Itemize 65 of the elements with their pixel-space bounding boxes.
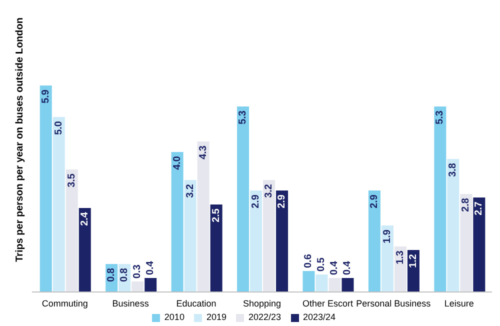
data-label: 0.5 [316,257,328,272]
data-label: 2.5 [210,208,222,222]
bar [434,106,446,292]
data-label: 0.6 [303,254,314,268]
data-label: 0.8 [106,268,118,282]
data-label: 2.7 [474,201,485,216]
legend-label: 2019 [206,312,226,322]
data-label: 2.8 [460,198,472,212]
bar [302,271,315,292]
bar [197,142,210,292]
bar [328,278,341,292]
data-label: 2.4 [79,212,90,226]
data-label: 1.3 [394,250,406,264]
bar [210,204,222,292]
bar [250,190,262,292]
bar [66,170,78,292]
data-label: 5.0 [53,120,64,135]
bar [316,274,328,292]
bar [40,86,52,292]
data-label: 5.9 [40,89,52,104]
data-label: 5.3 [434,110,446,124]
data-label: 2.9 [250,194,262,208]
data-label: 2.9 [368,194,380,208]
bar [78,208,91,292]
data-label: 3.2 [264,184,275,198]
data-label: 4.3 [198,145,209,160]
data-label: 3.8 [448,162,459,177]
data-label: 0.4 [145,260,156,275]
bar [473,198,486,292]
bar [342,278,354,292]
data-label: 2.9 [276,194,288,208]
bar [184,180,196,292]
bar [132,282,144,292]
x-tick-label: Business [112,298,150,308]
data-label: 4.0 [172,156,183,170]
data-label: 1.2 [408,254,419,268]
x-tick-label: Shopping [242,298,282,308]
x-tick-label: Commuting [42,298,88,308]
bar [368,190,380,292]
x-tick-label: Personal Business [356,298,432,308]
legend-label: 2022/23 [248,312,282,322]
bar [52,117,65,292]
bar [171,152,184,292]
x-tick-label: Other Escort [302,298,354,308]
legend-label: 2010 [164,312,184,322]
bar [144,278,157,292]
x-tick-label: Leisure [444,298,474,308]
data-label: 0.4 [342,260,354,275]
data-label: 5.3 [238,110,249,124]
bar [381,226,394,292]
bar [394,246,406,292]
data-label: 0.4 [329,260,340,275]
x-tick-label: Education [176,298,216,308]
data-label: 1.9 [382,229,393,244]
bar [276,190,288,292]
data-label: 3.5 [66,173,78,188]
bar [263,180,276,292]
y-axis-title: Trips per person per year on buses outside London [14,18,26,262]
bar [460,194,472,292]
data-label: 3.2 [184,184,196,198]
bar [237,106,250,292]
legend-label: 2023/24 [303,312,336,322]
bar [447,159,460,292]
data-label: 0.8 [119,268,130,282]
data-label: 0.3 [132,264,144,278]
